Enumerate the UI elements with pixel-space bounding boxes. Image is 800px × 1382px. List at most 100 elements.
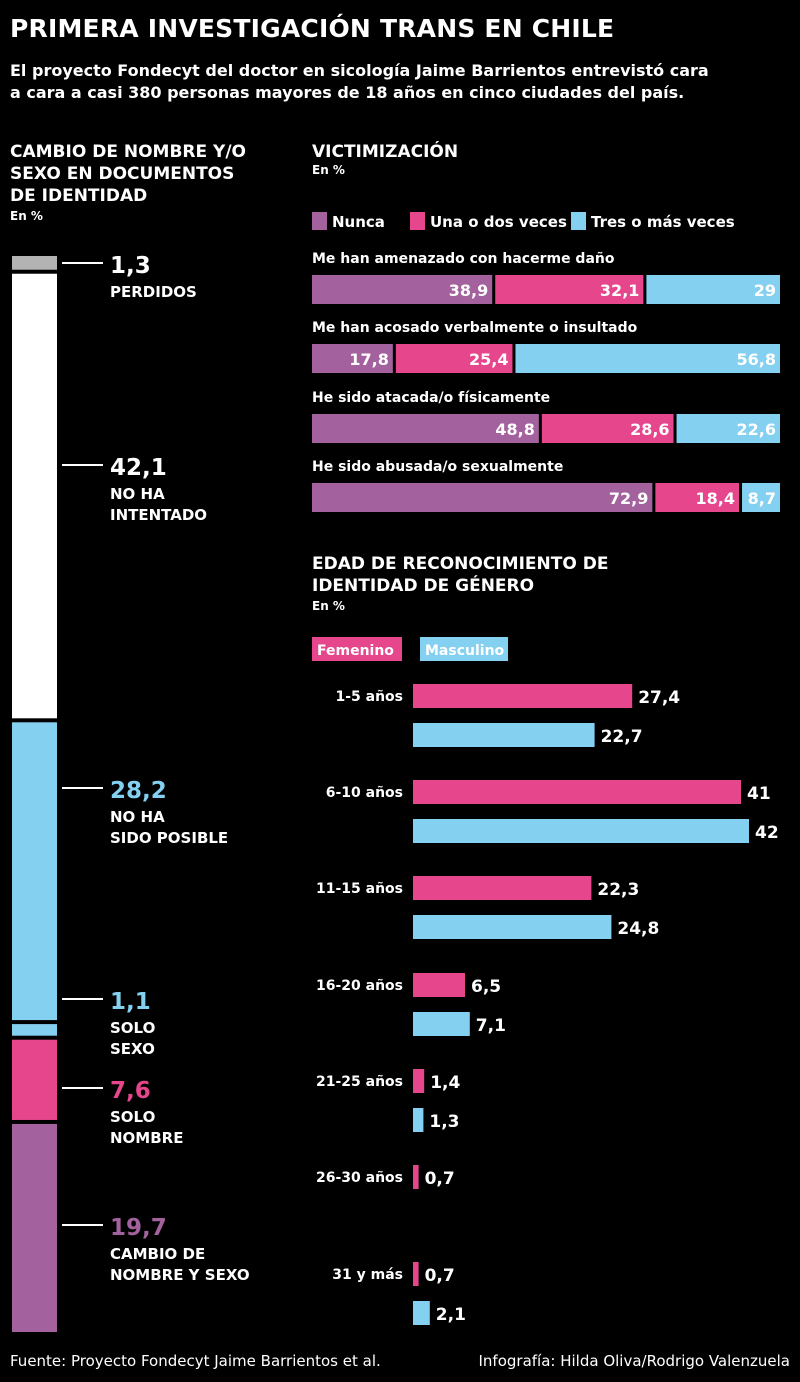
source-note: Fuente: Proyecto Fondecyt Jaime Barrient… — [10, 1352, 381, 1370]
age-category-label-1-5-anos: 1-5 años — [335, 689, 403, 705]
age-bar-masculino-31-y-mas — [413, 1301, 430, 1325]
victimization-value-tres-o-mas-veces-4: 8,7 — [748, 489, 776, 508]
age-value-femenino-11-15-anos: 22,3 — [597, 880, 639, 900]
documents-bar-segment-perdidos — [12, 256, 57, 270]
documents-bar-segment-solo-sexo — [12, 1024, 57, 1036]
legend-swatch-nunca — [312, 212, 327, 230]
documents-value-solo-sexo: 1,1 — [110, 989, 151, 1015]
victimization-section-header: VICTIMIZACIÓN En % — [312, 141, 458, 177]
documents-bar-segment-solo-nombre — [12, 1039, 57, 1120]
subtitle-line-1: El proyecto Fondecyt del doctor en sicol… — [10, 61, 709, 80]
documents-label-solo-nombre: NOMBRE — [110, 1129, 183, 1147]
victimization-bar-nunca-3 — [312, 414, 539, 443]
age-value-masculino-6-10-anos: 42 — [755, 823, 779, 843]
age-category-label-31-y-mas: 31 y más — [332, 1267, 403, 1283]
victimization-bar-nunca-4 — [312, 483, 653, 512]
victimization-bar-tres-o-mas-veces-2 — [515, 344, 780, 373]
age-section-header: EDAD DE RECONOCIMIENTO DE IDENTIDAD DE G… — [312, 553, 608, 613]
victimization-bar-nunca-1 — [312, 275, 493, 304]
documents-label-cambio-de-nombre-y-sexo: NOMBRE Y SEXO — [110, 1266, 250, 1284]
victimization-row-label-3: He sido atacada/o físicamente — [312, 390, 550, 406]
age-legend-label-femenino: Femenino — [317, 643, 394, 659]
documents-label-no-ha-intentado: INTENTADO — [110, 506, 207, 524]
documents-label-no-ha-intentado: NO HA — [110, 485, 165, 503]
victimization-row-label-1: Me han amenazado con hacerme daño — [312, 251, 615, 267]
documents-unit: En % — [10, 209, 43, 223]
age-title-line-1: EDAD DE RECONOCIMIENTO DE — [312, 554, 609, 574]
legend-label-nunca: Nunca — [332, 213, 385, 231]
documents-bar-segment-cambio-de-nombre-y-sexo — [12, 1123, 57, 1332]
age-bar-femenino-16-20-anos — [413, 973, 465, 997]
victimization-value-nunca-3: 48,8 — [495, 420, 534, 439]
documents-title-line-1: CAMBIO DE NOMBRE Y/O — [10, 142, 246, 162]
age-value-masculino-31-y-mas: 2,1 — [436, 1305, 466, 1325]
age-bar-femenino-6-10-anos — [413, 780, 741, 804]
age-value-femenino-6-10-anos: 41 — [747, 784, 771, 804]
age-bar-femenino-11-15-anos — [413, 876, 592, 900]
victimization-bar-tres-o-mas-veces-3 — [676, 414, 780, 443]
legend-swatch-una-o-dos-veces — [410, 212, 425, 230]
victimization-row-label-2: Me han acosado verbalmente o insultado — [312, 320, 638, 336]
age-bar-masculino-21-25-anos — [413, 1108, 424, 1132]
victimization-value-tres-o-mas-veces-1: 29 — [754, 281, 776, 300]
documents-label-solo-sexo: SOLO — [110, 1019, 155, 1037]
legend-label-tres-o-mas-veces: Tres o más veces — [591, 213, 735, 231]
legend-swatch-tres-o-mas-veces — [571, 212, 586, 230]
age-bar-masculino-16-20-anos — [413, 1012, 470, 1036]
documents-title-line-3: DE IDENTIDAD — [10, 186, 148, 206]
documents-value-cambio-de-nombre-y-sexo: 19,7 — [110, 1215, 167, 1241]
age-value-femenino-1-5-anos: 27,4 — [638, 688, 680, 708]
documents-value-no-ha-sido-posible: 28,2 — [110, 778, 167, 804]
victimization-title: VICTIMIZACIÓN — [312, 142, 459, 162]
victimization-bar-tres-o-mas-veces-4 — [742, 483, 780, 512]
documents-bar-segment-no-ha-sido-posible — [12, 722, 57, 1021]
victimization-value-una-o-dos-veces-4: 18,4 — [696, 489, 735, 508]
victimization-row-label-4: He sido abusada/o sexualmente — [312, 459, 563, 475]
age-value-femenino-16-20-anos: 6,5 — [471, 977, 501, 997]
documents-label-no-ha-sido-posible: SIDO POSIBLE — [110, 829, 228, 847]
documents-title-line-2: SEXO EN DOCUMENTOS — [10, 164, 235, 184]
documents-bar-segment-no-ha-intentado — [12, 273, 57, 719]
victimization-value-tres-o-mas-veces-2: 56,8 — [737, 350, 776, 369]
documents-label-solo-sexo: SEXO — [110, 1040, 155, 1058]
documents-label-perdidos: PERDIDOS — [110, 283, 197, 301]
age-value-femenino-31-y-mas: 0,7 — [425, 1266, 455, 1286]
victimization-value-nunca-1: 38,9 — [449, 281, 488, 300]
documents-label-no-ha-sido-posible: NO HA — [110, 808, 165, 826]
documents-value-solo-nombre: 7,6 — [110, 1078, 151, 1104]
victimization-value-nunca-4: 72,9 — [609, 489, 648, 508]
subtitle-line-2: a cara a casi 380 personas mayores de 18… — [10, 83, 685, 102]
age-category-label-26-30-anos: 26-30 años — [316, 1170, 403, 1186]
age-value-masculino-21-25-anos: 1,3 — [429, 1112, 459, 1132]
victimization-value-una-o-dos-veces-1: 32,1 — [600, 281, 639, 300]
documents-value-no-ha-intentado: 42,1 — [110, 455, 167, 481]
age-bar-masculino-6-10-anos — [413, 819, 749, 843]
documents-label-solo-nombre: SOLO — [110, 1108, 155, 1126]
documents-label-cambio-de-nombre-y-sexo: CAMBIO DE — [110, 1245, 205, 1263]
documents-value-perdidos: 1,3 — [110, 253, 151, 279]
age-category-label-6-10-anos: 6-10 años — [326, 785, 403, 801]
age-unit: En % — [312, 599, 345, 613]
age-bar-masculino-11-15-anos — [413, 915, 612, 939]
age-title-line-2: IDENTIDAD DE GÉNERO — [312, 576, 535, 596]
documents-section-header: CAMBIO DE NOMBRE Y/O SEXO EN DOCUMENTOS … — [10, 141, 246, 223]
age-value-masculino-16-20-anos: 7,1 — [476, 1016, 506, 1036]
age-bar-femenino-21-25-anos — [413, 1069, 425, 1093]
victimization-value-tres-o-mas-veces-3: 22,6 — [737, 420, 776, 439]
age-category-label-21-25-anos: 21-25 años — [316, 1074, 403, 1090]
age-category-label-16-20-anos: 16-20 años — [316, 978, 403, 994]
age-value-masculino-11-15-anos: 24,8 — [617, 919, 659, 939]
victimization-bar-nunca-2 — [312, 344, 393, 373]
victimization-value-una-o-dos-veces-3: 28,6 — [630, 420, 669, 439]
age-category-label-11-15-anos: 11-15 años — [316, 881, 403, 897]
victimization-value-nunca-2: 17,8 — [349, 350, 388, 369]
victimization-bar-una-o-dos-veces-2 — [395, 344, 513, 373]
age-bar-masculino-1-5-anos — [413, 723, 595, 747]
age-legend-label-masculino: Masculino — [425, 643, 505, 659]
victimization-bar-una-o-dos-veces-1 — [495, 275, 644, 304]
victimization-unit: En % — [312, 163, 345, 177]
credit-note: Infografía: Hilda Oliva/Rodrigo Valenzue… — [478, 1352, 791, 1370]
page-subtitle: El proyecto Fondecyt del doctor en sicol… — [10, 60, 740, 104]
victimization-bar-una-o-dos-veces-3 — [541, 414, 674, 443]
